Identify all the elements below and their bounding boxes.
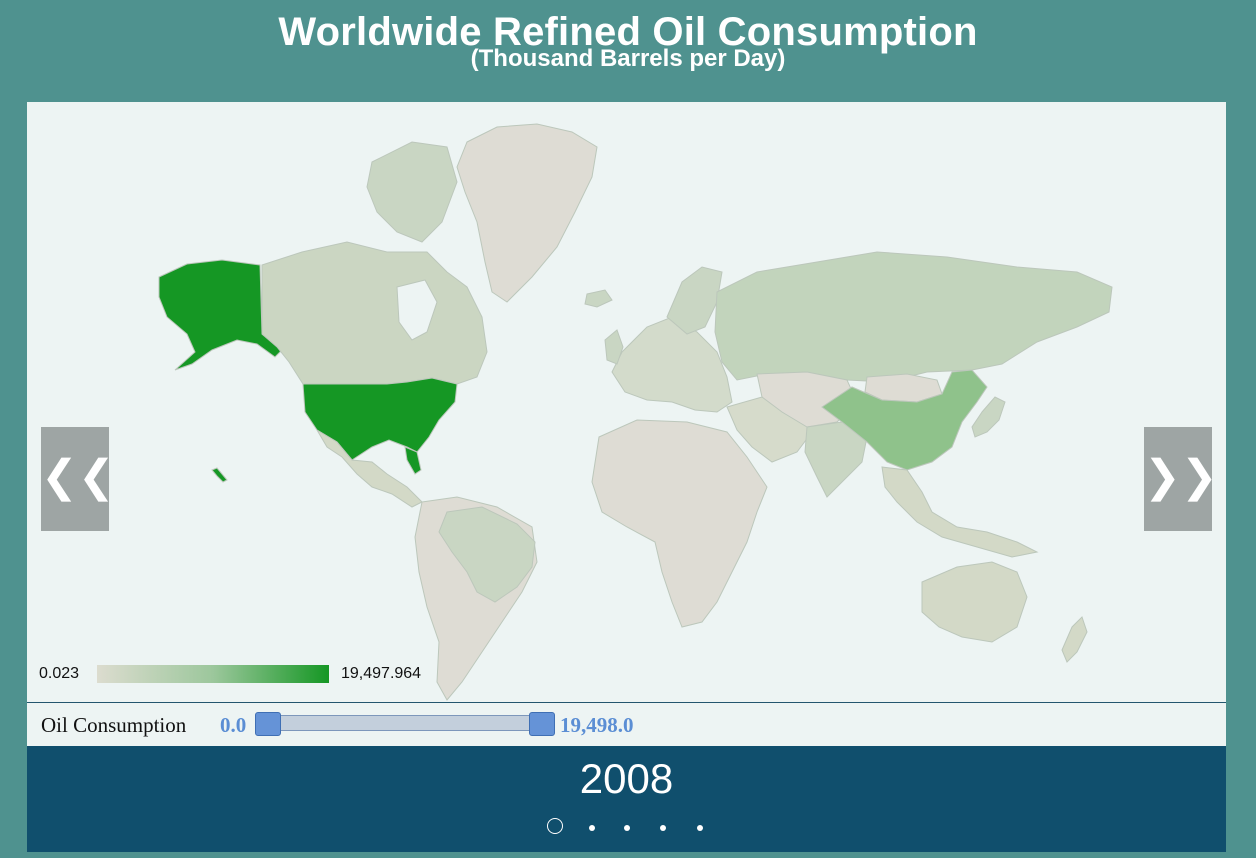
region-australia[interactable] — [921, 561, 1028, 643]
page-title: Worldwide Refined Oil Consumption — [278, 10, 978, 54]
color-legend: 0.023 19,497.964 — [39, 663, 459, 685]
prev-slide-button[interactable]: ❮❮ — [41, 427, 115, 531]
region-europe[interactable] — [611, 316, 733, 413]
region-united-states[interactable] — [302, 377, 458, 461]
range-slider-track[interactable] — [267, 715, 541, 731]
legend-min-label: 0.023 — [39, 665, 80, 682]
region-canada-islands[interactable] — [366, 141, 458, 243]
slide-indicators — [547, 818, 747, 838]
legend-max-label: 19,497.964 — [341, 665, 422, 682]
legend-gradient-bar — [97, 665, 329, 683]
region-canada[interactable] — [261, 241, 488, 385]
next-slide-button[interactable]: ❯❯ — [1144, 427, 1218, 531]
slide-indicator-4[interactable] — [660, 825, 666, 831]
region-russia[interactable] — [714, 251, 1113, 383]
region-mexico[interactable] — [316, 429, 423, 508]
range-max-handle[interactable] — [529, 712, 555, 736]
region-iceland[interactable] — [584, 289, 613, 308]
year-carousel: 2008 — [27, 746, 1226, 852]
range-min-handle[interactable] — [255, 712, 281, 736]
region-brazil[interactable] — [438, 506, 536, 603]
slide-indicator-5[interactable] — [697, 825, 703, 831]
region-southeast-asia[interactable] — [881, 466, 1039, 558]
region-greenland[interactable] — [456, 123, 598, 303]
region-united-kingdom[interactable] — [604, 329, 624, 365]
region-hudson-bay — [396, 279, 438, 341]
filter-min-value: 0.0 — [220, 713, 247, 737]
region-africa[interactable] — [591, 419, 768, 628]
year-label: 2008 — [579, 755, 674, 802]
range-filter: Oil Consumption 0.0 19,498.0 — [27, 702, 1226, 746]
region-china[interactable] — [821, 369, 988, 471]
region-new-zealand[interactable] — [1061, 616, 1088, 663]
filter-label: Oil Consumption — [41, 713, 187, 737]
region-scandinavia[interactable] — [666, 266, 723, 335]
header: Worldwide Refined Oil Consumption (Thous… — [0, 0, 1256, 100]
world-map[interactable] — [27, 102, 1226, 702]
slide-indicator-1[interactable] — [547, 818, 563, 834]
region-florida[interactable] — [404, 446, 422, 475]
region-japan[interactable] — [971, 396, 1006, 438]
filter-max-value: 19,498.0 — [560, 713, 634, 737]
map-svg[interactable] — [27, 102, 1226, 702]
region-hawaii[interactable] — [211, 467, 228, 483]
page-subtitle: (Thousand Barrels per Day) — [470, 45, 786, 72]
slide-indicator-3[interactable] — [624, 825, 630, 831]
region-alaska[interactable] — [158, 259, 283, 371]
slide-indicator-2[interactable] — [589, 825, 595, 831]
